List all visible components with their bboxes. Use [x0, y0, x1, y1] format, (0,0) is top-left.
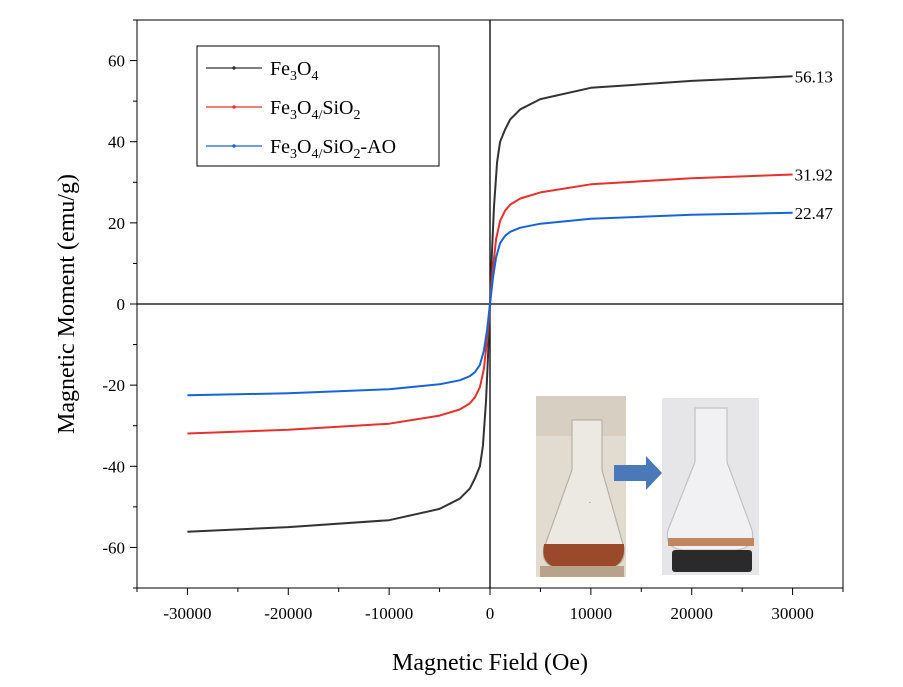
inset-arrow-icon: [614, 456, 662, 490]
legend-marker-1: [232, 105, 236, 109]
legend-label-part: 3: [290, 108, 297, 123]
end-label-2: 22.47: [795, 204, 834, 223]
y-tick-label: 60: [108, 52, 125, 71]
x-tick-label: 0: [486, 604, 495, 623]
x-axis-title: Magnetic Field (Oe): [392, 650, 588, 676]
legend-label-part: Fe: [270, 58, 290, 80]
end-label-0: 56.13: [795, 67, 833, 86]
x-tick-label: -10000: [365, 604, 413, 623]
legend-label-part: SiO: [322, 97, 353, 119]
x-tick-label: 30000: [771, 604, 814, 623]
legend-label-part: 3: [290, 147, 297, 162]
legend-label-part: 4: [311, 69, 318, 84]
legend-label-part: Fe: [270, 97, 290, 119]
end-labels: 56.13 31.92 22.47: [795, 67, 834, 223]
flask-after-sediment: [668, 538, 754, 546]
inset-photo-before: ·: [536, 396, 626, 577]
legend-label-part: O: [297, 58, 311, 80]
legend-label-part: 2: [353, 108, 360, 123]
legend-label-part: 4/: [311, 147, 322, 162]
y-tick-label: -40: [102, 457, 125, 476]
y-tick-label: 40: [108, 133, 125, 152]
legend-label-part: Fe: [270, 136, 290, 158]
legend-marker-0: [232, 66, 236, 70]
legend-label-part: O: [297, 136, 311, 158]
x-tick-label: 20000: [670, 604, 713, 623]
y-tick-label: -20: [102, 376, 125, 395]
legend-label-2: Fe3O4/SiO2-AO: [270, 136, 396, 162]
legend-label-part: SiO: [322, 136, 353, 158]
y-tick-label: -60: [102, 538, 125, 557]
inset-photo-after: [662, 398, 759, 575]
flask-before-sediment: [543, 544, 625, 568]
legend-label-part: 3: [290, 69, 297, 84]
axis-ticks: [130, 19, 844, 595]
legend-label-0: Fe3O4: [270, 58, 318, 84]
legend-label-part: 4/: [311, 108, 322, 123]
legend-label-1: Fe3O4/SiO2: [270, 97, 360, 123]
legend-label-part: -AO: [360, 136, 396, 158]
magnet-icon: [672, 550, 752, 572]
x-tick-label: 10000: [570, 604, 613, 623]
legend-label-part: 2: [353, 147, 360, 162]
x-tick-label: -20000: [264, 604, 312, 623]
y-axis-title: Magnetic Moment (emu/g): [54, 174, 80, 434]
x-tick-label: -30000: [163, 604, 211, 623]
end-label-1: 31.92: [795, 165, 833, 184]
y-tick-label: 20: [108, 214, 125, 233]
y-tick-label: 0: [117, 295, 126, 314]
svg-text:·: ·: [589, 499, 591, 507]
tick-labels: -30000 -20000 -10000 0 10000 20000 30000 -60 -40…: [102, 52, 813, 623]
legend-label-part: O: [297, 97, 311, 119]
legend-box: [196, 45, 440, 167]
series-layer: [187, 75, 793, 533]
legend-marker-2: [232, 144, 236, 148]
series-line-2: [187, 211, 793, 397]
